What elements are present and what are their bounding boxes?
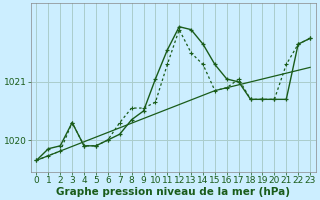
X-axis label: Graphe pression niveau de la mer (hPa): Graphe pression niveau de la mer (hPa) bbox=[56, 187, 290, 197]
